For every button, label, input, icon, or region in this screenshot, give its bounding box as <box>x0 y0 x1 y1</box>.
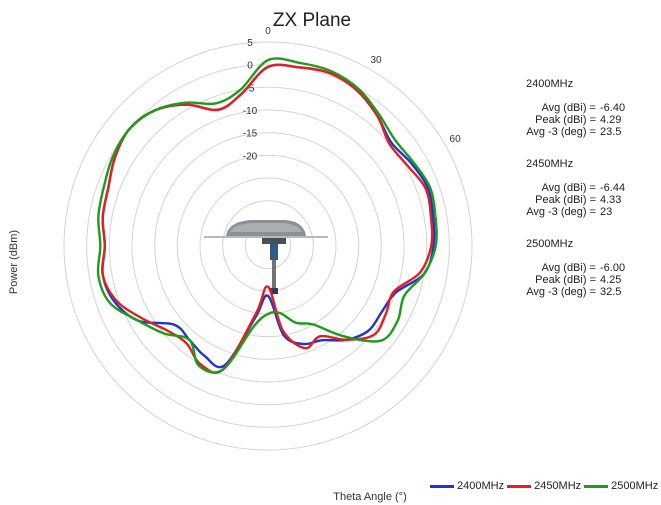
series-line-2500MHz <box>96 57 438 374</box>
stat-value: -6.40 <box>600 102 626 114</box>
angle-tick-label: 30 <box>370 55 382 66</box>
stat-label: Peak (dBi) = <box>535 194 596 206</box>
grid-circle <box>108 86 428 406</box>
stat-row-avg: Avg (dBi) = -6.44 <box>512 182 657 194</box>
radial-tick-label: -15 <box>243 129 258 140</box>
radial-axis-label: Power (dBm) <box>8 230 20 294</box>
chart-title: ZX Plane <box>273 10 351 31</box>
grid-circle <box>86 64 450 428</box>
radial-tick-label: 0 <box>247 61 253 72</box>
stat-value: -6.44 <box>600 182 626 194</box>
stats-heading: 2500MHz <box>526 238 574 250</box>
stat-row-avg: Avg (dBi) = -6.00 <box>512 262 657 274</box>
legend-label: 2400MHz <box>457 480 505 492</box>
stat-value: -6.00 <box>600 262 626 274</box>
stat-value: 4.29 <box>600 114 622 126</box>
stats-heading: 2400MHz <box>526 78 574 90</box>
stat-row-peak: Peak (dBi) = 4.33 <box>512 194 657 206</box>
radial-tick-label: -10 <box>243 106 258 117</box>
stat-row-avg3: Avg -3 (deg) = 23.5 <box>512 126 657 138</box>
stats-heading: 2450MHz <box>526 158 574 170</box>
legend: 2400MHz 2450MHz 2500MHz <box>430 480 661 492</box>
grid-circle <box>154 132 382 360</box>
series-layer <box>96 57 438 375</box>
grid-circle <box>222 200 314 292</box>
legend-swatch <box>584 484 609 488</box>
legend-swatch <box>507 484 532 488</box>
stat-value: 4.25 <box>600 274 622 286</box>
legend-swatch <box>430 484 454 488</box>
stats-block-2500: 2500MHz Avg (dBi) = -6.00 Peak (dBi) = 4.2… <box>512 238 657 298</box>
angle-tick-label: 0 <box>265 26 271 37</box>
stat-row-peak: Peak (dBi) = 4.29 <box>512 114 657 126</box>
radial-tick-label: 5 <box>247 38 253 49</box>
grid-circle <box>199 177 337 315</box>
stat-label: Avg -3 (deg) = <box>526 286 596 298</box>
stat-row-avg3: Avg -3 (deg) = 23 <box>512 206 657 218</box>
radial-tick-labels: 5 0 -5 -10 -15 -20 <box>243 38 258 162</box>
antenna-picture <box>204 220 328 294</box>
angle-tick-label: 60 <box>450 134 462 145</box>
stat-label: Avg -3 (deg) = <box>526 126 596 138</box>
stat-row-avg: Avg (dBi) = -6.40 <box>512 102 657 114</box>
legend-item-2500: 2500MHz <box>584 480 658 492</box>
grid-circle <box>131 109 405 383</box>
stat-row-peak: Peak (dBi) = 4.25 <box>512 274 657 286</box>
stats-panel: 2400MHz Avg (dBi) = -6.40 Peak (dBi) = 4.2… <box>512 78 657 318</box>
stat-value: 23 <box>600 206 613 218</box>
legend-item-2400: 2400MHz <box>430 480 504 492</box>
radial-tick-label: -20 <box>243 151 258 162</box>
polar-grid <box>63 41 473 451</box>
legend-label: 2450MHz <box>534 480 582 492</box>
angle-axis-label: Theta Angle (°) <box>333 491 407 503</box>
legend-item-2450: 2450MHz <box>507 480 581 492</box>
legend-label: 2500MHz <box>611 480 659 492</box>
stat-label: Avg (dBi) = <box>541 102 596 114</box>
stat-row-avg3: Avg -3 (deg) = 32.5 <box>512 286 657 298</box>
stat-label: Avg (dBi) = <box>541 262 596 274</box>
stat-label: Avg -3 (deg) = <box>526 206 596 218</box>
stat-label: Peak (dBi) = <box>535 274 596 286</box>
angle-tick-labels: 0 30 60 <box>265 26 461 145</box>
stats-block-2400: 2400MHz Avg (dBi) = -6.40 Peak (dBi) = 4.2… <box>512 78 657 138</box>
radial-tick-label: -5 <box>246 83 255 94</box>
stat-label: Peak (dBi) = <box>535 114 596 126</box>
stat-value: 23.5 <box>600 126 622 138</box>
stat-label: Avg (dBi) = <box>541 182 596 194</box>
series-line-2450MHz <box>101 63 434 375</box>
stat-value: 32.5 <box>600 286 622 298</box>
grid-circle <box>63 41 473 451</box>
stat-value: 4.33 <box>600 194 622 206</box>
stats-block-2450: 2450MHz Avg (dBi) = -6.44 Peak (dBi) = 4.3… <box>512 158 657 218</box>
grid-circle <box>176 154 360 338</box>
